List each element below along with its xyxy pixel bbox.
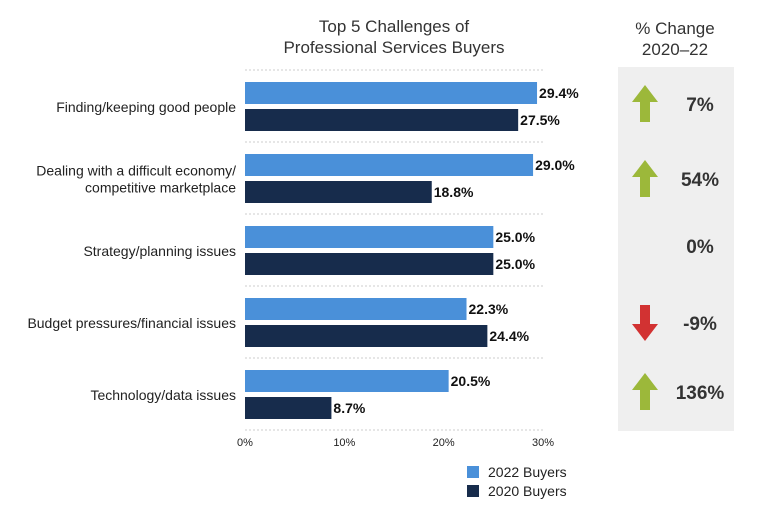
bar-2022-0 (245, 82, 538, 104)
legend-item-2020: 2020 Buyers (467, 481, 567, 500)
category-label-1-1: competitive marketplace (85, 180, 236, 196)
x-tick-label-0: 0% (237, 437, 253, 449)
legend: 2022 Buyers 2020 Buyers (467, 462, 567, 500)
bar-2022-1 (245, 154, 534, 176)
arrow-up-icon (632, 373, 658, 410)
bar-label-2022-3: 22.3% (469, 301, 509, 317)
bar-2020-1 (245, 181, 432, 203)
bar-label-2020-3: 24.4% (489, 328, 529, 344)
arrow-down-icon (632, 305, 658, 341)
bar-label-2020-0: 27.5% (520, 112, 560, 128)
change-value-1: 54% (681, 170, 719, 191)
x-tick-label-1: 10% (333, 437, 355, 449)
bar-2022-4 (245, 370, 449, 392)
bar-label-2022-0: 29.4% (539, 85, 579, 101)
x-tick-label-3: 30% (532, 437, 554, 449)
change-header-line-1: % Change (635, 19, 715, 38)
bar-2022-2 (245, 226, 494, 248)
legend-item-2022: 2022 Buyers (467, 462, 567, 481)
legend-label-2020: 2020 Buyers (488, 482, 567, 499)
change-value-4: 136% (676, 383, 725, 404)
change-value-3: -9% (683, 314, 717, 335)
bar-2020-2 (245, 253, 494, 275)
bar-2022-3 (245, 298, 467, 320)
bar-label-2022-4: 20.5% (451, 373, 491, 389)
chart-title-line-2: Professional Services Buyers (283, 38, 505, 57)
legend-swatch-2020 (467, 484, 479, 497)
change-value-2: 0% (686, 237, 714, 258)
legend-swatch-2022 (467, 465, 479, 478)
arrow-up-icon (632, 160, 658, 197)
change-header: % Change 2020–22 (600, 18, 750, 60)
bar-label-2022-1: 29.0% (535, 157, 575, 173)
category-label-0: Finding/keeping good people (56, 99, 236, 115)
chart-title-line-1: Top 5 Challenges of (318, 17, 470, 36)
bar-2020-3 (245, 325, 488, 347)
category-label-3: Budget pressures/financial issues (27, 315, 236, 331)
category-label-4: Technology/data issues (90, 387, 236, 403)
category-label-1-0: Dealing with a difficult economy/ (36, 163, 236, 179)
bar-label-2020-1: 18.8% (434, 184, 474, 200)
change-panel (618, 67, 734, 431)
category-label-2: Strategy/planning issues (83, 243, 236, 259)
bar-2020-0 (245, 109, 519, 131)
bar-2020-4 (245, 397, 332, 419)
change-value-0: 7% (686, 95, 714, 116)
bar-label-2022-2: 25.0% (495, 229, 535, 245)
arrow-up-icon (632, 85, 658, 122)
change-header-line-2: 2020–22 (641, 40, 709, 59)
bar-label-2020-4: 8.7% (333, 400, 365, 416)
x-tick-label-2: 20% (433, 437, 455, 449)
chart-title: Top 5 Challenges of Professional Service… (245, 16, 543, 58)
bar-label-2020-2: 25.0% (495, 256, 535, 272)
legend-label-2022: 2022 Buyers (488, 463, 567, 480)
